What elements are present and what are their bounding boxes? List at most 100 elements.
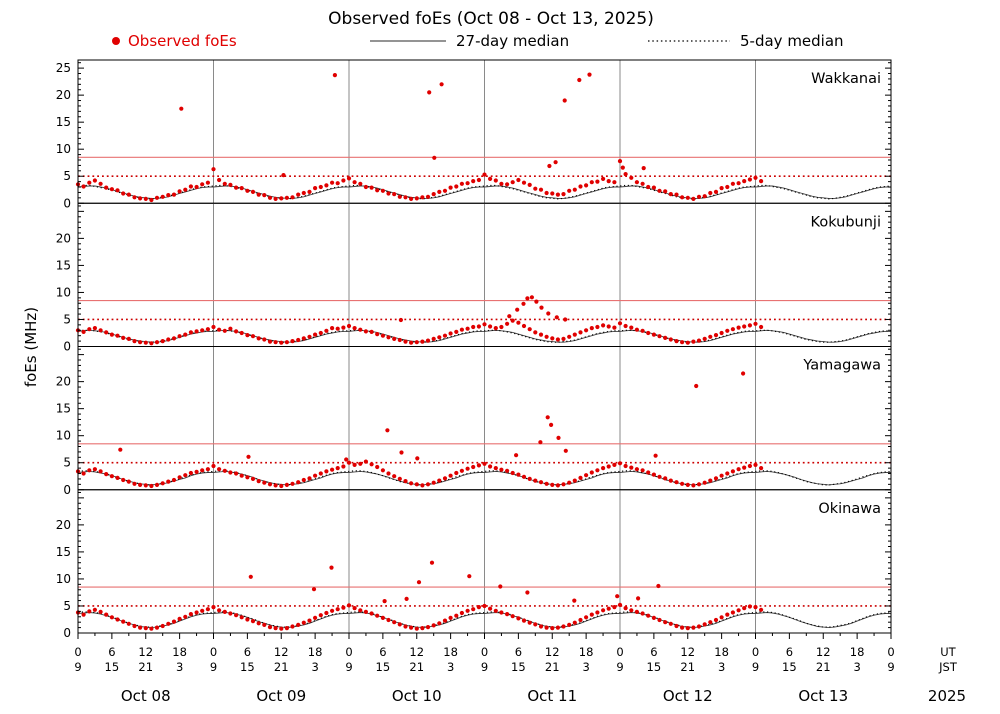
- ut-tick-label: 12: [545, 645, 560, 659]
- median27-line: [77, 470, 891, 486]
- y-tick-label: 15: [56, 545, 71, 559]
- jst-tick-label: 15: [376, 660, 391, 674]
- reference-lines: [78, 443, 891, 464]
- ut-tick-label: 18: [579, 645, 594, 659]
- station-label: Yamagawa: [802, 358, 881, 374]
- jst-tick-label: 15: [647, 660, 662, 674]
- date-labels: Oct 08 Oct 09 Oct 10 Oct 11 Oct 12 Oct 13: [121, 687, 848, 705]
- day-gridlines: [213, 489, 756, 633]
- jst-tick-label: 3: [718, 660, 725, 674]
- jst-tick-label: 21: [138, 660, 153, 674]
- ut-row-label: UT: [940, 645, 956, 659]
- chart-title: Observed foEs (Oct 08 - Oct 13, 2025): [328, 9, 654, 29]
- y-tick-label: 0: [63, 196, 71, 210]
- date-label: Oct 09: [256, 687, 306, 705]
- date-label: Oct 12: [663, 687, 713, 705]
- station-label: Kokubunji: [811, 214, 881, 230]
- ut-tick-label: 6: [786, 645, 793, 659]
- median27-line: [77, 612, 891, 629]
- y-tick-label: 20: [56, 231, 71, 245]
- y-tick-label: 10: [56, 429, 71, 443]
- jst-tick-label: 9: [887, 660, 894, 674]
- date-label: Oct 13: [798, 687, 848, 705]
- observed-dot-icon: [112, 37, 120, 45]
- panel-kokubunji: 0 5 10 15 20 Kokubunji: [56, 202, 892, 354]
- ut-tick-label: 0: [345, 645, 352, 659]
- jst-tick-label: 9: [481, 660, 488, 674]
- median5-line: [77, 470, 892, 486]
- observed-points: [75, 295, 764, 346]
- day-gridlines: [213, 60, 756, 204]
- median5-line: [77, 329, 891, 343]
- y-tick-label: 15: [56, 258, 71, 272]
- y-tick-label: 5: [63, 169, 71, 183]
- jst-tick-label: 9: [210, 660, 217, 674]
- observed-points: [75, 72, 764, 203]
- panel-yamagawa: 0 5 10 15 20 Yamagawa: [56, 346, 892, 497]
- jst-tick-label: 21: [409, 660, 424, 674]
- observed-points: [75, 371, 764, 489]
- ut-tick-label: 12: [409, 645, 424, 659]
- ut-tick-label: 12: [816, 645, 831, 659]
- median27-line: [77, 329, 891, 343]
- ut-tick-label: 0: [481, 645, 488, 659]
- reference-lines: [78, 300, 891, 321]
- ut-tick-label: 0: [752, 645, 759, 659]
- ut-tick-label: 12: [274, 645, 289, 659]
- y-tick-label: 25: [56, 61, 71, 75]
- x-tick-labels: 0961512211830961512211830961512211830961…: [74, 645, 894, 674]
- y-tick-label: 5: [63, 456, 71, 470]
- jst-tick-label: 3: [447, 660, 454, 674]
- jst-tick-label: 3: [311, 660, 318, 674]
- jst-tick-label: 21: [545, 660, 560, 674]
- y-tick-label: 15: [56, 115, 71, 129]
- chart-plot-area: 0 5 10 15 20 25 Wakkanai 0 5 10 15 20 Kokubunji 0 5 10 1…: [56, 59, 895, 705]
- ut-tick-label: 0: [616, 645, 623, 659]
- date-label: Oct 11: [527, 687, 577, 705]
- y-axis-label: foEs (MHz): [22, 307, 40, 387]
- x-ticks: [77, 633, 892, 639]
- ut-tick-label: 12: [680, 645, 695, 659]
- date-label: Oct 08: [121, 687, 171, 705]
- jst-tick-label: 9: [74, 660, 81, 674]
- jst-tick-label: 9: [616, 660, 623, 674]
- jst-tick-label: 15: [105, 660, 120, 674]
- y-tick-label: 20: [56, 375, 71, 389]
- day-gridlines: [213, 346, 756, 490]
- legend-observed-label: Observed foEs: [128, 32, 237, 50]
- date-label: Oct 10: [392, 687, 442, 705]
- jst-tick-label: 3: [853, 660, 860, 674]
- y-tick-label: 10: [56, 572, 71, 586]
- y-tick-label: 5: [63, 312, 71, 326]
- ut-tick-label: 18: [172, 645, 187, 659]
- ut-tick-label: 6: [650, 645, 657, 659]
- ut-tick-label: 18: [308, 645, 323, 659]
- y-tick-label: 10: [56, 285, 71, 299]
- ut-tick-label: 18: [443, 645, 458, 659]
- ut-tick-label: 18: [714, 645, 729, 659]
- jst-row-label: JST: [938, 660, 958, 674]
- y-tick-label: 0: [63, 626, 71, 640]
- y-tick-label: 0: [63, 483, 71, 497]
- jst-tick-label: 3: [176, 660, 183, 674]
- legend: Observed foEs 27-day median 5-day median: [112, 32, 844, 50]
- jst-tick-label: 21: [274, 660, 289, 674]
- observed-points: [75, 560, 764, 631]
- ut-tick-label: 6: [515, 645, 522, 659]
- y-tick-label: 0: [63, 340, 71, 354]
- station-label: Wakkanai: [811, 71, 881, 87]
- legend-median5-label: 5-day median: [740, 32, 844, 50]
- jst-tick-label: 15: [240, 660, 255, 674]
- y-tick-label: 10: [56, 142, 71, 156]
- jst-tick-label: 15: [511, 660, 526, 674]
- ut-tick-label: 0: [74, 645, 81, 659]
- jst-tick-label: 15: [782, 660, 797, 674]
- jst-tick-label: 3: [582, 660, 589, 674]
- y-tick-label: 5: [63, 599, 71, 613]
- median27-line: [77, 185, 891, 199]
- jst-tick-label: 21: [816, 660, 831, 674]
- year-label: 2025: [928, 687, 966, 705]
- ut-tick-label: 0: [210, 645, 217, 659]
- y-tick-label: 15: [56, 402, 71, 416]
